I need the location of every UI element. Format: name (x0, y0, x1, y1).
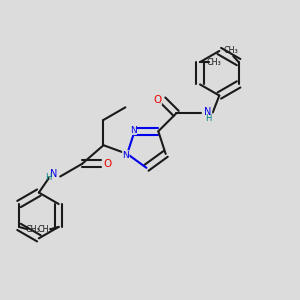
Text: CH₃: CH₃ (38, 225, 52, 234)
Text: N: N (204, 107, 212, 117)
Text: N: N (50, 169, 57, 178)
Text: O: O (153, 95, 162, 105)
Text: CH₃: CH₃ (25, 225, 40, 234)
Text: H: H (45, 173, 52, 182)
Text: CH₃: CH₃ (207, 58, 221, 67)
Text: H: H (205, 114, 211, 123)
Text: O: O (103, 159, 112, 169)
Text: N: N (122, 151, 129, 160)
Text: CH₃: CH₃ (224, 46, 238, 55)
Text: N: N (130, 126, 136, 135)
